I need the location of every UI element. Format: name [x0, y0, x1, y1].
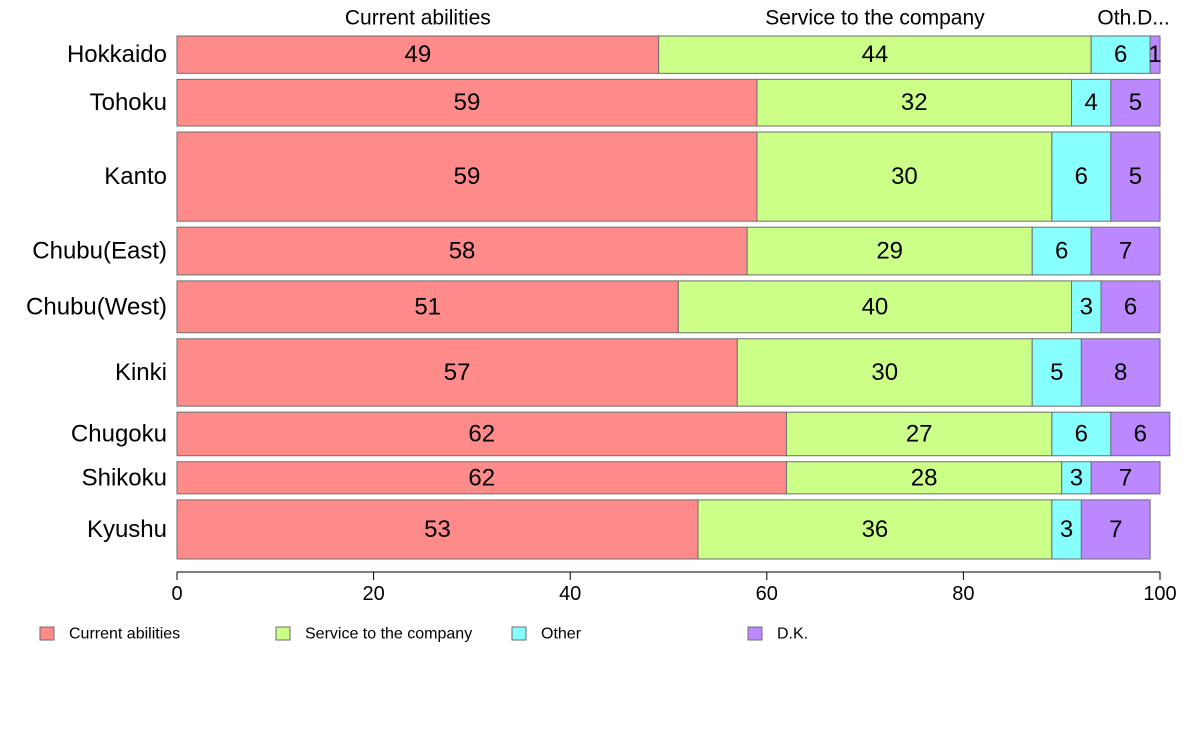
data-label-chubu-east-service-to-the-company: 29 — [876, 238, 903, 265]
bar-segment-kyushu-current-abilities — [176, 499, 699, 560]
column-header-1: Current abilities — [345, 7, 491, 30]
data-label-shikoku-other: 3 — [1070, 464, 1083, 491]
bar-segment-kinki-other — [1031, 338, 1082, 407]
data-label-shikoku-current-abilities: 62 — [468, 464, 495, 491]
legend-swatch-d-k — [747, 626, 763, 641]
data-label-chugoku-current-abilities: 62 — [468, 420, 495, 447]
bar-segment-chubu-east-d-k — [1090, 226, 1161, 276]
bar-segment-tohoku-service-to-the-company — [756, 78, 1073, 127]
bar-segment-chugoku-current-abilities — [176, 411, 787, 457]
data-label-chubu-west-d-k: 6 — [1124, 293, 1137, 320]
data-label-chubu-east-other: 6 — [1055, 238, 1068, 265]
bar-segment-chugoku-service-to-the-company — [785, 411, 1053, 457]
data-label-chubu-west-current-abilities: 51 — [414, 293, 441, 320]
bar-segment-kanto-d-k — [1110, 131, 1161, 222]
data-label-chubu-east-d-k: 7 — [1119, 238, 1132, 265]
bar-segment-shikoku-service-to-the-company — [785, 461, 1063, 495]
legend-swatch-service-to-the-company — [275, 626, 291, 641]
data-label-hokkaido-current-abilities: 49 — [404, 41, 431, 68]
data-label-tohoku-current-abilities: 59 — [454, 89, 481, 116]
legend-swatch-other — [511, 626, 527, 641]
bar-segment-kanto-other — [1051, 131, 1112, 222]
column-header-2: Service to the company — [765, 7, 985, 30]
data-label-kyushu-service-to-the-company: 36 — [862, 516, 889, 543]
bar-segment-tohoku-other — [1071, 78, 1112, 127]
data-label-shikoku-service-to-the-company: 28 — [911, 464, 938, 491]
data-label-kyushu-current-abilities: 53 — [424, 516, 451, 543]
data-label-hokkaido-other: 6 — [1114, 41, 1127, 68]
x-tick-label-40: 40 — [559, 583, 581, 605]
data-label-kinki-current-abilities: 57 — [444, 359, 471, 386]
legend-label-other: Other — [541, 626, 582, 643]
data-label-kinki-d-k: 8 — [1114, 359, 1127, 386]
legend-swatch-current-abilities — [39, 626, 55, 641]
data-label-kanto-current-abilities: 59 — [454, 163, 481, 190]
bar-segment-chubu-east-current-abilities — [176, 226, 748, 276]
bar-segment-kinki-d-k — [1080, 338, 1161, 407]
data-label-kinki-other: 5 — [1050, 359, 1063, 386]
bar-segment-hokkaido-other — [1090, 35, 1151, 74]
data-label-chugoku-service-to-the-company: 27 — [906, 420, 933, 447]
bar-segment-kanto-current-abilities — [176, 131, 758, 222]
category-label-hokkaido: Hokkaido — [67, 41, 167, 68]
data-label-tohoku-service-to-the-company: 32 — [901, 89, 928, 116]
data-label-kanto-other: 6 — [1075, 163, 1088, 190]
bar-segment-chubu-west-other — [1071, 280, 1102, 334]
category-label-kanto: Kanto — [104, 163, 167, 190]
data-label-kinki-service-to-the-company: 30 — [871, 359, 898, 386]
category-label-kyushu: Kyushu — [87, 516, 167, 543]
category-label-chugoku: Chugoku — [71, 420, 167, 447]
data-label-hokkaido-service-to-the-company: 44 — [862, 41, 889, 68]
bar-segment-chugoku-d-k — [1110, 411, 1171, 457]
bar-segment-hokkaido-current-abilities — [176, 35, 660, 74]
category-label-chubu-east: Chubu(East) — [32, 238, 167, 265]
bar-segment-chubu-west-d-k — [1100, 280, 1161, 334]
data-label-shikoku-d-k: 7 — [1119, 464, 1132, 491]
data-label-chugoku-d-k: 6 — [1134, 420, 1147, 447]
x-tick-label-80: 80 — [952, 583, 974, 605]
legend-label-service-to-the-company: Service to the company — [305, 626, 472, 643]
bar-segment-chubu-east-other — [1031, 226, 1092, 276]
data-label-chubu-west-other: 3 — [1080, 293, 1093, 320]
data-label-chubu-east-current-abilities: 58 — [449, 238, 476, 265]
column-header-3: Oth.D... — [1097, 7, 1169, 30]
data-label-tohoku-d-k: 5 — [1129, 89, 1142, 116]
legend-label-current-abilities: Current abilities — [69, 626, 180, 643]
x-tick-label-60: 60 — [756, 583, 778, 605]
data-label-kanto-d-k: 5 — [1129, 163, 1142, 190]
bar-segment-kyushu-service-to-the-company — [697, 499, 1053, 560]
bar-segment-kanto-service-to-the-company — [756, 131, 1053, 222]
data-label-kanto-service-to-the-company: 30 — [891, 163, 918, 190]
bar-segment-kyushu-other — [1051, 499, 1082, 560]
data-label-hokkaido-d-k: 1 — [1148, 41, 1161, 68]
legend-label-d-k: D.K. — [777, 626, 808, 643]
data-label-kyushu-other: 3 — [1060, 516, 1073, 543]
bar-segment-shikoku-d-k — [1090, 461, 1161, 495]
bar-segment-hokkaido-d-k — [1149, 35, 1161, 74]
data-label-kyushu-d-k: 7 — [1109, 516, 1122, 543]
data-label-chugoku-other: 6 — [1075, 420, 1088, 447]
x-tick-label-0: 0 — [171, 583, 182, 605]
bar-segment-chubu-east-service-to-the-company — [746, 226, 1033, 276]
category-label-tohoku: Tohoku — [90, 89, 167, 116]
bar-segment-kyushu-d-k — [1080, 499, 1151, 560]
bar-segment-kinki-service-to-the-company — [736, 338, 1033, 407]
data-label-chubu-west-service-to-the-company: 40 — [862, 293, 889, 320]
data-label-tohoku-other: 4 — [1085, 89, 1098, 116]
x-tick-label-20: 20 — [362, 583, 384, 605]
category-label-kinki: Kinki — [115, 359, 167, 386]
category-label-shikoku: Shikoku — [82, 464, 167, 491]
category-label-chubu-west: Chubu(West) — [26, 293, 167, 320]
bar-segment-tohoku-d-k — [1110, 78, 1161, 127]
bar-segment-shikoku-current-abilities — [176, 461, 787, 495]
x-tick-label-100: 100 — [1143, 583, 1176, 605]
bar-segment-hokkaido-service-to-the-company — [658, 35, 1092, 74]
bar-segment-shikoku-other — [1061, 461, 1092, 495]
